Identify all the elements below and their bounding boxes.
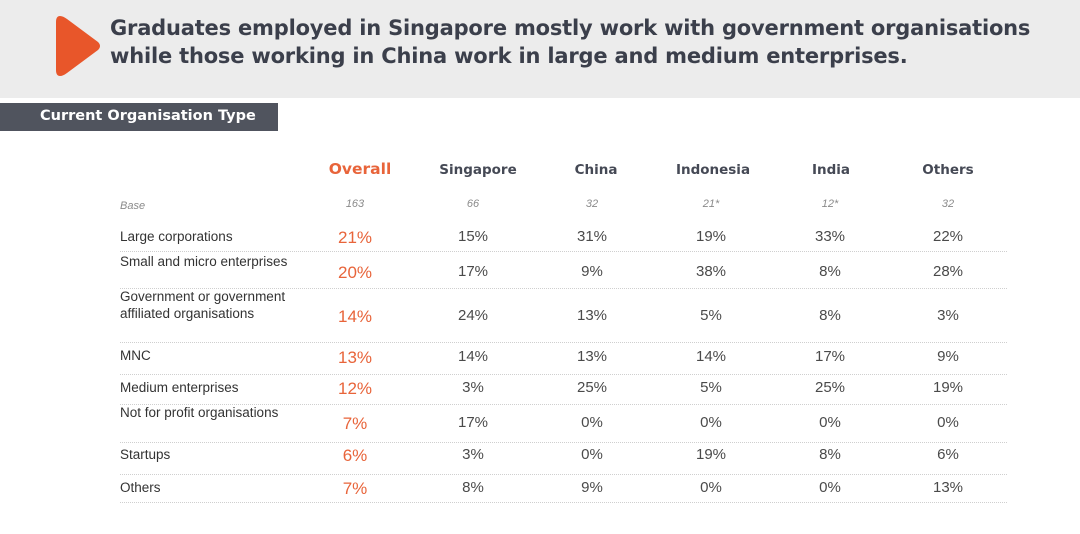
- value-cell: 9%: [581, 263, 603, 280]
- column-header-india: India: [811, 162, 851, 178]
- value-cell: 9%: [581, 479, 603, 496]
- table-row: Startups 6% 3% 0% 19% 8% 6%: [120, 443, 1007, 475]
- value-cell: 3%: [937, 307, 959, 324]
- value-cell: 31%: [576, 228, 608, 245]
- row-label: Medium enterprises: [120, 380, 239, 395]
- table-row: Others 7% 8% 9% 0% 0% 13%: [120, 475, 1007, 503]
- value-cell: 0%: [700, 479, 722, 496]
- value-cell: 25%: [576, 379, 608, 396]
- overall-value-cell: 7%: [342, 414, 368, 433]
- overall-value-cell: 12%: [337, 379, 373, 398]
- value-cell: 0%: [937, 414, 959, 431]
- base-label: Base: [120, 200, 146, 212]
- table-row: Not for profit organisations 7% 17% 0% 0% 0% 0…: [120, 405, 1007, 443]
- row-label: Not for profit organisations: [120, 405, 279, 420]
- value-cell: 0%: [581, 446, 603, 463]
- value-cell: 5%: [700, 307, 722, 324]
- row-label: Government or government affiliated orga…: [120, 289, 286, 321]
- value-cell: 17%: [814, 348, 846, 365]
- value-cell: 3%: [462, 379, 484, 396]
- table-row: Large corporations 21% 15% 31% 19% 33% 22%: [120, 224, 1007, 252]
- value-cell: 8%: [462, 479, 484, 496]
- section-tab: Current Organisation Type: [0, 103, 278, 131]
- column-header-others: Others: [922, 162, 974, 178]
- value-cell: 19%: [932, 379, 964, 396]
- row-label: Others: [120, 480, 161, 495]
- value-cell: 0%: [819, 414, 841, 431]
- overall-value-cell: 14%: [337, 307, 373, 326]
- header-banner: Graduates employed in Singapore mostly w…: [0, 0, 1080, 98]
- value-cell: 14%: [457, 348, 489, 365]
- value-cell: 15%: [457, 228, 489, 245]
- play-arrow-icon: [56, 16, 100, 76]
- page-title: Graduates employed in Singapore mostly w…: [110, 14, 1060, 70]
- value-cell: 8%: [819, 446, 841, 463]
- page-title-line-2: while those working in China work in lar…: [110, 44, 908, 68]
- section-title: Current Organisation Type: [40, 108, 256, 124]
- overall-value-cell: 21%: [337, 228, 373, 247]
- value-cell: 38%: [695, 263, 727, 280]
- base-value: 32: [585, 198, 599, 210]
- column-header-overall: Overall: [328, 160, 392, 178]
- value-cell: 22%: [932, 228, 964, 245]
- value-cell: 25%: [814, 379, 846, 396]
- value-cell: 0%: [700, 414, 722, 431]
- row-label: Large corporations: [120, 229, 233, 244]
- value-cell: 17%: [457, 263, 489, 280]
- base-value: 32: [941, 198, 955, 210]
- row-label: Startups: [120, 447, 171, 462]
- value-cell: 6%: [937, 446, 959, 463]
- base-value: 163: [345, 198, 365, 210]
- value-cell: 8%: [819, 263, 841, 280]
- page-title-line-1: Graduates employed in Singapore mostly w…: [110, 16, 1031, 40]
- value-cell: 13%: [932, 479, 964, 496]
- row-label: Small and micro enterprises: [120, 254, 288, 269]
- value-cell: 5%: [700, 379, 722, 396]
- overall-value-cell: 7%: [342, 479, 368, 498]
- value-cell: 28%: [932, 263, 964, 280]
- table-row: Small and micro enterprises 20% 17% 9% 38% 8%…: [120, 253, 1007, 289]
- value-cell: 13%: [576, 307, 608, 324]
- value-cell: 24%: [457, 307, 489, 324]
- value-cell: 13%: [576, 348, 608, 365]
- value-cell: 0%: [819, 479, 841, 496]
- value-cell: 0%: [581, 414, 603, 431]
- column-header-singapore: Singapore: [439, 162, 517, 178]
- base-value: 21*: [702, 198, 720, 210]
- base-value: 12*: [821, 198, 839, 210]
- column-header-china: China: [574, 162, 618, 178]
- table-row: Medium enterprises 12% 3% 25% 5% 25% 19%: [120, 375, 1007, 405]
- row-label: MNC: [120, 348, 151, 363]
- value-cell: 3%: [462, 446, 484, 463]
- value-cell: 14%: [695, 348, 727, 365]
- table-row: Government or government affiliated orga…: [120, 289, 1007, 343]
- value-cell: 19%: [695, 228, 727, 245]
- column-header-indonesia: Indonesia: [675, 162, 751, 178]
- value-cell: 17%: [457, 414, 489, 431]
- overall-value-cell: 13%: [337, 348, 373, 367]
- table-row: MNC 13% 14% 13% 14% 17% 9%: [120, 344, 1007, 375]
- base-value: 66: [466, 198, 480, 210]
- value-cell: 33%: [814, 228, 846, 245]
- overall-value-cell: 20%: [337, 263, 373, 282]
- value-cell: 8%: [819, 307, 841, 324]
- value-cell: 9%: [937, 348, 959, 365]
- overall-value-cell: 6%: [342, 446, 368, 465]
- value-cell: 19%: [695, 446, 727, 463]
